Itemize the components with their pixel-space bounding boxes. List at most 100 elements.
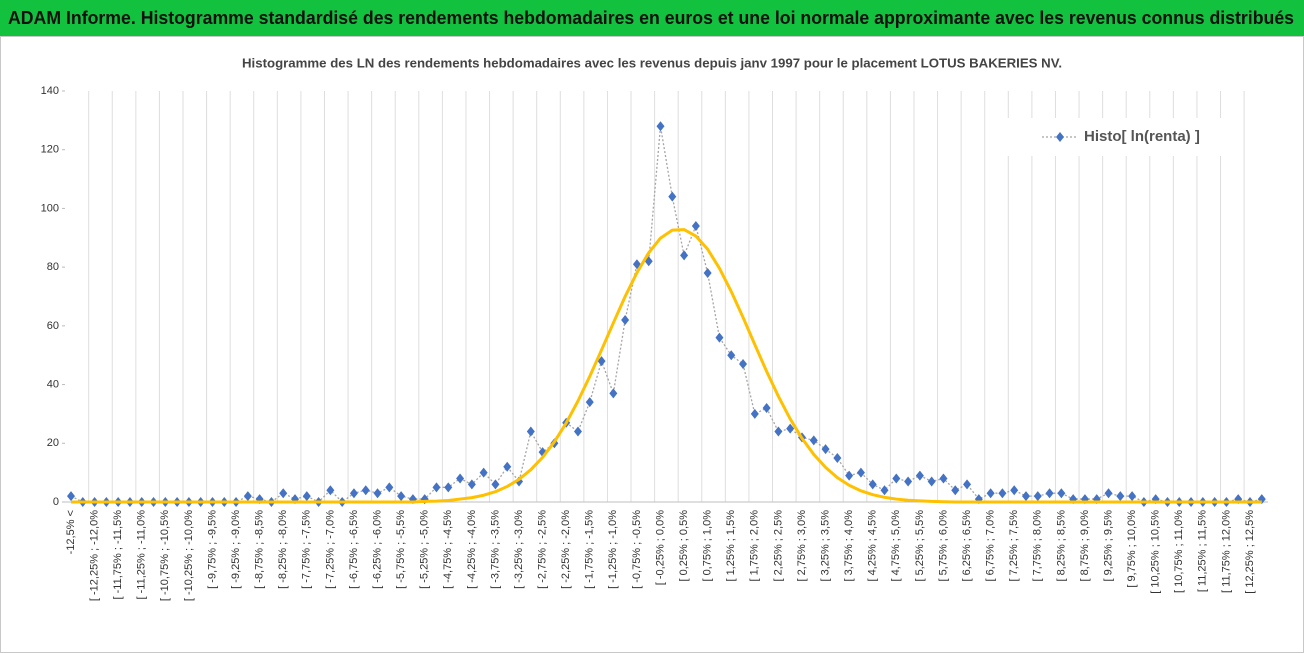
- y-tick-label: 60: [47, 320, 59, 332]
- x-tick-label: [ -12,25% ; -12,0%: [88, 510, 100, 601]
- x-tick-label: [ -4,25% ; -4,0%: [466, 510, 478, 589]
- x-tick-label: [ 0,25% ; 0,5%: [678, 510, 690, 582]
- x-tick-label: [ -10,25% ; -10,0%: [183, 510, 195, 601]
- y-tick-label: 20: [47, 437, 59, 449]
- x-tick-label: [ -1,75% ; -1,5%: [584, 510, 596, 589]
- data-point: [573, 426, 582, 437]
- data-point: [703, 268, 712, 279]
- x-tick-label: [ -6,75% ; -6,5%: [348, 510, 360, 589]
- data-point: [868, 479, 877, 490]
- x-tick-label: [ -0,25% ; 0,0%: [654, 510, 666, 585]
- x-tick-label: [ -2,75% ; -2,5%: [537, 510, 549, 589]
- data-point: [998, 488, 1007, 499]
- data-point: [986, 488, 995, 499]
- data-point: [349, 488, 358, 499]
- data-point: [1045, 488, 1054, 499]
- y-tick-label: 80: [47, 261, 59, 273]
- data-point: [786, 423, 795, 434]
- data-point: [491, 479, 500, 490]
- x-tick-label: [ -2,25% ; -2,0%: [560, 510, 572, 589]
- data-point: [915, 470, 924, 481]
- x-tick-label: [ -10,75% ; -10,5%: [159, 510, 171, 601]
- x-tick-label: [ 4,75% ; 5,0%: [890, 510, 902, 582]
- data-point: [680, 250, 689, 261]
- data-point: [444, 482, 453, 493]
- data-point: [833, 452, 842, 463]
- data-point: [397, 491, 406, 502]
- data-point: [243, 491, 252, 502]
- data-point: [727, 350, 736, 361]
- data-point: [479, 467, 488, 478]
- data-point: [373, 488, 382, 499]
- y-tick-label: 100: [41, 202, 59, 214]
- data-point: [927, 476, 936, 487]
- data-point: [609, 388, 618, 399]
- x-tick-label: [ 12,25% ; 12,5%: [1244, 510, 1256, 594]
- data-point: [621, 314, 630, 325]
- data-point: [750, 408, 759, 419]
- data-point: [526, 426, 535, 437]
- data-point: [1033, 491, 1042, 502]
- data-point: [326, 485, 335, 496]
- data-point: [963, 479, 972, 490]
- x-tick-label: [ 10,75% ; 11,0%: [1173, 510, 1185, 593]
- normal-curve: [71, 228, 1262, 504]
- x-tick-label: [ -7,75% ; -7,5%: [301, 510, 313, 589]
- x-tick-label: [ 9,75% ; 10,0%: [1126, 510, 1138, 588]
- chart-title: ADAM Informe. Histogramme standardisé de…: [8, 8, 1294, 28]
- x-tick-label: [ 4,25% ; 4,5%: [867, 510, 879, 582]
- data-point: [279, 488, 288, 499]
- data-point: [668, 191, 677, 202]
- data-point: [821, 444, 830, 455]
- x-tick-label: [ 7,25% ; 7,5%: [1008, 510, 1020, 582]
- chart-subtitle: Histogramme des LN des rendements hebdom…: [242, 55, 1062, 70]
- data-point: [809, 435, 818, 446]
- x-tick-label: [ -1,25% ; -1,0%: [607, 510, 619, 589]
- x-tick-label: [ 3,25% ; 3,5%: [819, 510, 831, 582]
- x-tick-label: [ -3,25% ; -3,0%: [513, 510, 525, 589]
- x-tick-label: [ 11,75% ; 12,0%: [1220, 510, 1232, 593]
- x-tick-label: [ 9,25% ; 9,5%: [1102, 510, 1114, 582]
- data-point: [361, 485, 370, 496]
- x-tick-label: [ 8,75% ; 9,0%: [1079, 510, 1091, 582]
- x-tick-label: -12,5% <: [65, 510, 77, 554]
- x-tick-label: [ -9,25% ; -9,0%: [230, 510, 242, 589]
- data-point: [739, 359, 748, 370]
- data-point: [691, 221, 700, 232]
- y-tick-label: 40: [47, 378, 59, 390]
- legend-swatch-marker: [1056, 132, 1064, 142]
- x-tick-label: [ 10,25% ; 10,5%: [1150, 510, 1162, 594]
- x-tick-label: [ 0,75% ; 1,0%: [702, 510, 714, 582]
- x-tick-label: [ 3,75% ; 4,0%: [843, 510, 855, 582]
- x-tick-label: [ -6,25% ; -6,0%: [371, 510, 383, 589]
- data-point: [656, 121, 665, 132]
- legend-label: Histo[ ln(renta) ]: [1084, 128, 1200, 145]
- x-tick-label: [ -7,25% ; -7,0%: [324, 510, 336, 589]
- data-point: [302, 491, 311, 502]
- x-tick-label: [ 5,25% ; 5,5%: [914, 510, 926, 582]
- legend-box: [1000, 118, 1240, 156]
- y-tick-label: 120: [41, 144, 59, 156]
- title-bar: [0, 0, 1304, 36]
- x-tick-label: [ 11,25% ; 11,5%: [1197, 510, 1209, 592]
- y-tick-label: 0: [53, 496, 59, 508]
- x-tick-label: [ -4,75% ; -4,5%: [442, 510, 454, 589]
- x-tick-label: [ -8,25% ; -8,0%: [277, 510, 289, 589]
- x-tick-label: [ -0,75% ; -0,5%: [631, 510, 643, 589]
- data-point: [762, 403, 771, 414]
- x-tick-label: [ -8,75% ; -8,5%: [254, 510, 266, 589]
- data-point: [715, 332, 724, 343]
- x-tick-label: [ -11,25% ; -11,0%: [136, 510, 148, 600]
- x-tick-label: [ -5,75% ; -5,5%: [395, 510, 407, 589]
- data-point: [385, 482, 394, 493]
- x-tick-label: [ -5,25% ; -5,0%: [419, 510, 431, 589]
- data-point: [856, 467, 865, 478]
- x-tick-label: [ 7,75% ; 8,0%: [1032, 510, 1044, 582]
- x-tick-label: [ 2,25% ; 2,5%: [772, 510, 784, 582]
- x-tick-label: [ 6,75% ; 7,0%: [985, 510, 997, 582]
- data-point: [467, 479, 476, 490]
- data-point: [1104, 488, 1113, 499]
- x-tick-label: [ -3,75% ; -3,5%: [489, 510, 501, 589]
- y-tick-label: 140: [41, 85, 59, 97]
